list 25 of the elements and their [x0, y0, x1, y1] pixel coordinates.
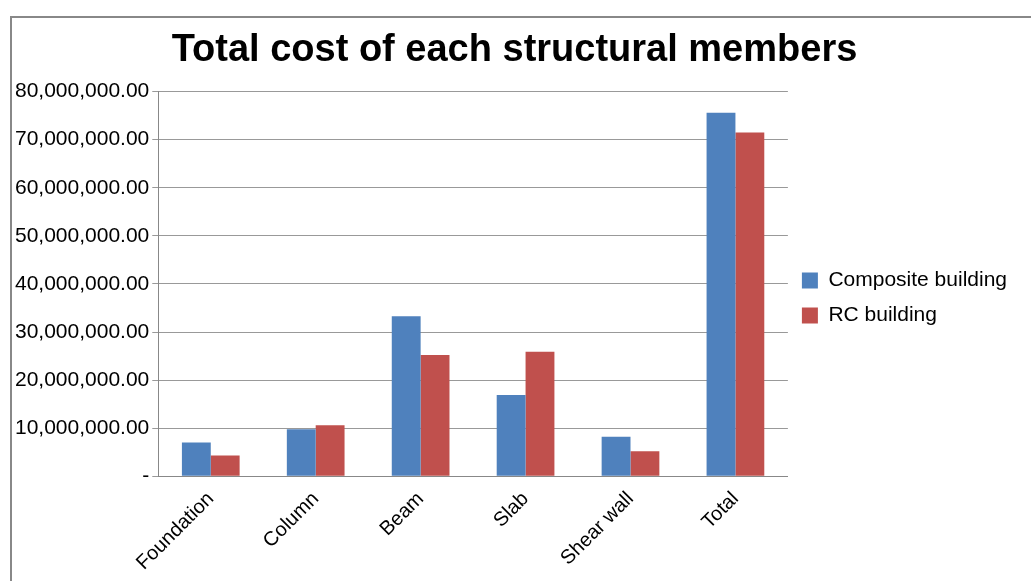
bar	[315, 425, 345, 476]
y-tick-label: 60,000,000.00	[15, 174, 150, 198]
bar	[496, 395, 526, 476]
bar	[630, 451, 660, 476]
legend-label: Composite building	[828, 267, 1008, 291]
bar	[601, 436, 631, 476]
y-tick-label: 20,000,000.00	[15, 366, 150, 390]
bar	[735, 132, 765, 476]
y-tick-label: 40,000,000.00	[15, 270, 150, 294]
chart-title: Total cost of each structural members	[171, 27, 858, 70]
y-tick-label: 10,000,000.00	[15, 414, 150, 438]
y-tick-label: 50,000,000.00	[15, 222, 150, 246]
bar	[286, 429, 316, 476]
y-tick-label: 30,000,000.00	[15, 318, 150, 342]
bar	[525, 351, 555, 476]
y-tick-label: -	[142, 463, 150, 487]
bar	[420, 355, 450, 476]
legend-label: RC building	[828, 302, 937, 326]
bar	[391, 316, 421, 476]
y-tick-label: 70,000,000.00	[15, 126, 150, 150]
bar	[210, 455, 240, 476]
y-tick-label: 80,000,000.00	[15, 78, 150, 102]
x-tick-label: Slab	[488, 486, 533, 531]
bar	[181, 442, 211, 476]
bar	[706, 112, 736, 476]
